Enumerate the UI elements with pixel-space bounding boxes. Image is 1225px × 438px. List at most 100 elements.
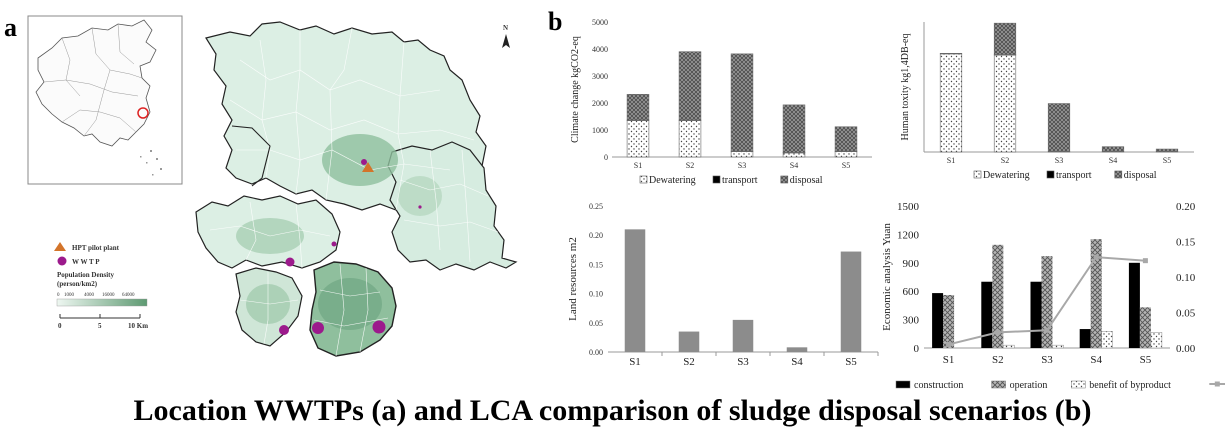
x-tick-label: S1 — [629, 356, 641, 368]
dense-area-center — [322, 134, 398, 186]
legend-density-tick: 1000 — [64, 293, 75, 298]
y-tick-label: 4000 — [592, 45, 608, 54]
legend-label: Dewatering — [649, 175, 696, 186]
x-tick-label: S3 — [1041, 354, 1053, 366]
y-tick-label: 600 — [903, 286, 920, 298]
bar-construction — [981, 281, 993, 348]
panel-label-a: a — [4, 13, 17, 42]
inset-islands — [140, 150, 162, 176]
y-axis-label: Climate change kgCO2-eq — [570, 36, 581, 143]
bar-disposal — [730, 53, 754, 152]
legend-density-tick: 4000 — [84, 293, 95, 298]
inset-china-outline — [35, 19, 157, 147]
legend-density-title: Population Density — [57, 271, 114, 279]
bar-operation — [1041, 256, 1053, 348]
bar-operation — [1090, 239, 1102, 348]
x-tick-label: S1 — [634, 161, 642, 170]
legend-swatch — [973, 170, 982, 179]
legend: construction operation benefit of byproduc… — [895, 380, 1225, 391]
legend-swatch — [1071, 380, 1086, 389]
chart-climate-change: 0 1000 2000 3000 4000 5000 Climate change kgCO… — [570, 18, 872, 186]
bar-dewatering — [993, 54, 1017, 153]
legend-swatch — [1046, 170, 1055, 179]
y-tick-label: 2000 — [592, 99, 608, 108]
y-tick-label: 0.00 — [589, 348, 603, 357]
wwtp-marker — [279, 325, 289, 335]
x-tick-label: S5 — [1163, 156, 1171, 165]
scale-tick: 5 — [98, 322, 102, 330]
x-tick-label: S5 — [845, 356, 857, 368]
legend-swatch — [639, 175, 648, 184]
y-tick-label: 0.05 — [589, 319, 603, 328]
legend-label: transport — [1056, 170, 1092, 181]
main-map — [195, 21, 518, 357]
legend: Dewatering transport disposal — [973, 170, 1157, 181]
y-axis-label: Land resources m2 — [567, 237, 579, 321]
region-east — [387, 141, 518, 271]
legend-density-tick: 16000 — [102, 293, 115, 298]
line-point — [1044, 327, 1050, 333]
dense-area-east — [398, 176, 442, 216]
y-tick-label: 0.20 — [589, 231, 603, 240]
bar-operation — [992, 244, 1004, 348]
bar-construction — [1030, 281, 1042, 348]
bar-benefit-of-byproduct — [1150, 332, 1163, 349]
wwtp-marker — [285, 257, 295, 267]
y2-tick-label: 0.00 — [1176, 343, 1196, 355]
inset-location-marker — [137, 107, 149, 119]
bar-dewatering — [782, 152, 806, 158]
bar-disposal — [834, 126, 858, 152]
bar-construction — [932, 293, 944, 348]
x-tick-label: S2 — [686, 161, 694, 170]
bar-disposal — [782, 104, 806, 153]
x-tick-label: S5 — [1140, 354, 1152, 366]
line-point — [1093, 254, 1099, 260]
x-tick-label: S4 — [1109, 156, 1117, 165]
legend-density-tick: 0 — [57, 293, 60, 298]
legend-wwtp-label: W W T P — [72, 258, 100, 266]
wwtp-marker — [372, 320, 386, 334]
chart-economic-analysis: 0 300 600 900 1200 1500 0.00 0.05 0.10 0.15 0.20 Ec… — [881, 201, 1225, 391]
bar-dewatering — [730, 151, 754, 158]
district-boundaries — [209, 27, 499, 357]
y-tick-label: 0 — [604, 153, 608, 162]
bar-benefit-of-byproduct — [1003, 344, 1015, 349]
legend-density-bar — [56, 298, 148, 307]
map-legend: HPT pilot plant W W T P Population Densi… — [54, 242, 148, 330]
legend-swatch — [780, 175, 789, 184]
bar-operation — [943, 294, 955, 348]
bar-disposal — [1155, 148, 1179, 152]
legend-swatch — [895, 380, 911, 389]
y-tick-label: 900 — [903, 258, 920, 270]
legend-label: Dewatering — [983, 170, 1030, 181]
legend-label: operation — [1010, 380, 1048, 391]
y2-tick-label: 0.10 — [1176, 272, 1196, 284]
legend-swatch — [991, 380, 1006, 389]
chart-land-resources: 0.00 0.05 0.10 0.15 0.20 0.25 Land resources m… — [567, 202, 879, 368]
x-tick-label: S3 — [1055, 156, 1063, 165]
bar — [840, 251, 862, 352]
inset-province-lines — [43, 23, 143, 137]
bar-dewatering — [939, 53, 963, 153]
scale-tick: 10 Km — [128, 322, 148, 330]
bar — [678, 331, 700, 352]
y2-tick-label: 0.15 — [1176, 237, 1196, 249]
bar-operation — [1139, 307, 1151, 348]
bar — [786, 347, 808, 352]
map-panel: N — [27, 15, 518, 357]
dense-area-south — [318, 278, 382, 330]
x-tick-label: S5 — [842, 161, 850, 170]
bar-disposal — [993, 22, 1017, 55]
pilot-plant-marker — [362, 162, 374, 172]
x-tick-label: S2 — [1001, 156, 1009, 165]
y-tick-label: 5000 — [592, 18, 608, 27]
y2-tick-label: 0.05 — [1176, 308, 1196, 320]
y-tick-label: 300 — [903, 315, 920, 327]
y-tick-label: 0 — [914, 343, 920, 355]
wwtp-marker — [331, 241, 337, 247]
wwtp-markers — [279, 159, 422, 335]
scale-tick: 0 — [58, 322, 62, 330]
wwtp-marker — [361, 159, 367, 165]
x-tick-label: S4 — [790, 161, 798, 170]
